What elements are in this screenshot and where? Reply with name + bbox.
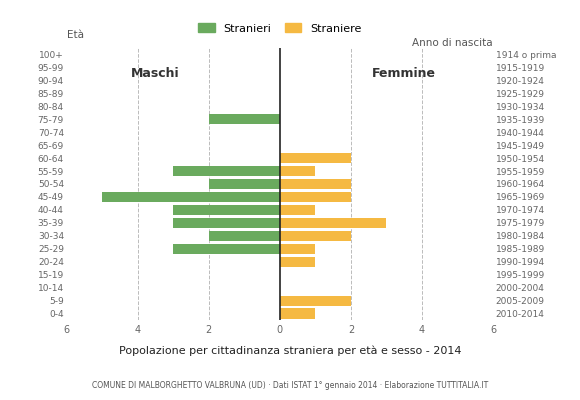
Bar: [280, 231, 351, 241]
Bar: [209, 179, 280, 189]
Bar: [280, 166, 316, 176]
Text: COMUNE DI MALBORGHETTO VALBRUNA (UD) · Dati ISTAT 1° gennaio 2014 · Elaborazione: COMUNE DI MALBORGHETTO VALBRUNA (UD) · D…: [92, 381, 488, 390]
Bar: [209, 231, 280, 241]
Bar: [173, 166, 280, 176]
Text: Popolazione per cittadinanza straniera per età e sesso - 2014: Popolazione per cittadinanza straniera p…: [119, 346, 461, 356]
Bar: [173, 244, 280, 254]
Bar: [280, 296, 351, 306]
Text: Maschi: Maschi: [131, 68, 180, 80]
Bar: [280, 218, 386, 228]
Bar: [280, 153, 351, 163]
Bar: [173, 218, 280, 228]
Legend: Stranieri, Straniere: Stranieri, Straniere: [196, 21, 364, 36]
Text: Età: Età: [67, 30, 84, 40]
Bar: [280, 244, 316, 254]
Bar: [280, 308, 316, 318]
Bar: [280, 257, 316, 267]
Text: Anno di nascita: Anno di nascita: [412, 38, 493, 48]
Bar: [280, 179, 351, 189]
Bar: [102, 192, 280, 202]
Bar: [173, 205, 280, 215]
Bar: [280, 192, 351, 202]
Bar: [280, 205, 316, 215]
Bar: [209, 114, 280, 124]
Text: Femmine: Femmine: [372, 68, 436, 80]
